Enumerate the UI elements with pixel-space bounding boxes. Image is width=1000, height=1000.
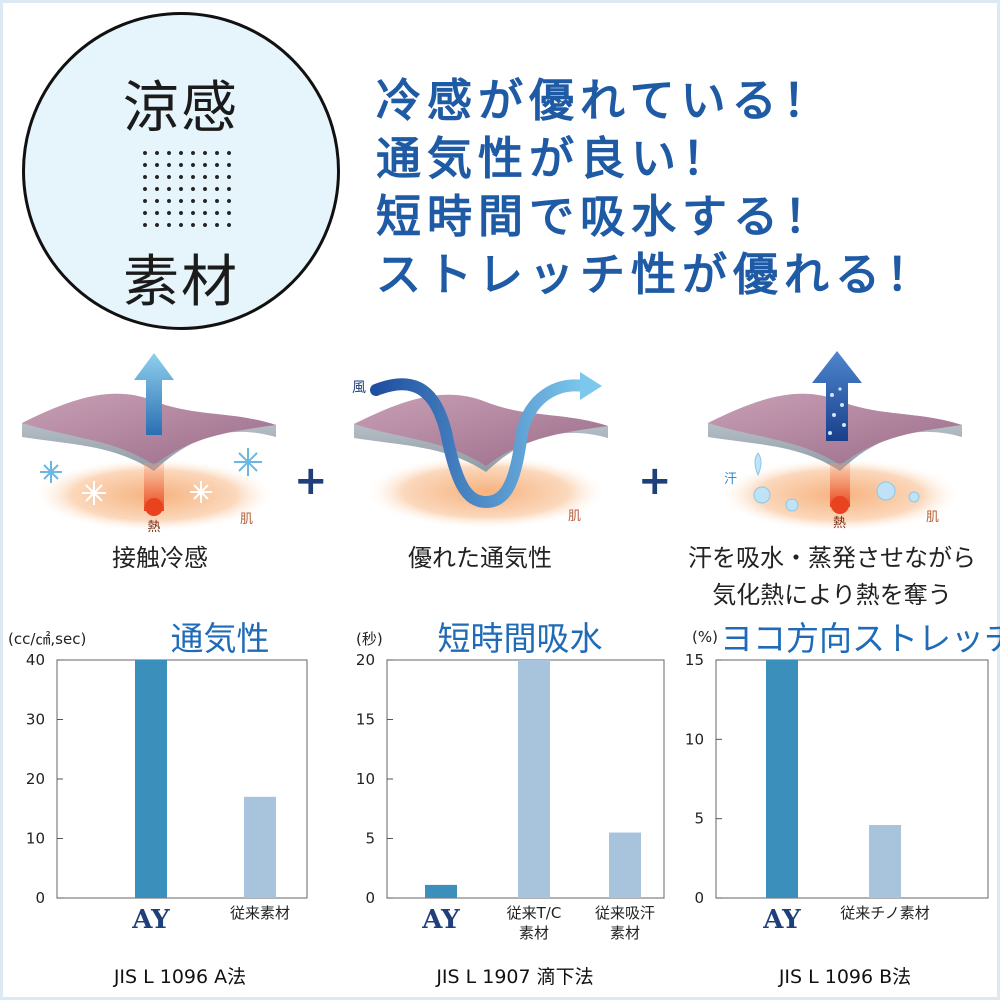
chart-2-title: 短時間吸水 [437,619,603,658]
badge-top-text: 涼感 [123,76,239,141]
y-tick-label: 15 [685,651,704,669]
badge-dot-pattern [139,147,235,235]
y-tick-label: 40 [26,651,45,669]
y-tick-label: 10 [356,770,375,788]
bar-1 [135,660,167,898]
chart-2-unit: (秒) [356,630,383,648]
plus-sign-2: + [638,458,672,504]
chart-2-method: JIS L 1907 滴下法 [436,966,594,988]
chart-1-unit: (cc/㎠,sec) [8,630,87,648]
wind-label: 風 [352,380,366,396]
skin-label: 肌 [926,510,939,525]
heat-label: 熱 [147,520,160,535]
bar-3 [609,832,641,898]
category-label: AY [131,905,170,935]
sweat-label: 汗 [724,472,737,487]
plot-frame [715,659,989,899]
bar-1 [766,660,798,898]
badge-bottom-text: 素材 [123,250,239,315]
y-tick-label: 10 [26,830,45,848]
y-tick-label: 5 [694,810,704,828]
plus-sign-1: + [294,458,328,504]
chart-3-unit: (%) [692,628,718,646]
chart-1-method: JIS L 1096 A法 [113,966,247,988]
chart-3-plot: 0 5 10 15 AY 従来チノ素材 [685,651,989,935]
headline-list: 冷感が優れている！ 通気性が良い！ 短時間で吸水する！ ストレッチ性が優れる！ [376,72,976,304]
chart-3-title: ヨコ方向ストレッチ [720,619,1000,658]
breathability-caption: 優れた通気性 [408,544,552,572]
headline-1: 冷感が優れている！ [376,74,834,127]
vapor-up-arrow-icon [812,351,862,441]
cool-up-arrow-icon [134,353,174,435]
wind-flow-arrow-icon [370,378,590,509]
category-label: 素材 [519,924,549,942]
y-tick-label: 30 [26,711,45,729]
headline-3: 短時間で吸水する！ [376,190,836,243]
y-tick-label: 0 [365,889,375,907]
sweat-caption-line1: 汗を吸水・蒸発させながら [688,544,976,572]
y-tick-label: 15 [356,711,375,729]
sweat-droplets-icon [753,452,920,512]
chart-1-title: 通気性 [170,619,270,658]
headline-2: 通気性が良い！ [376,132,734,185]
y-tick-label: 20 [356,651,375,669]
skin-label: 肌 [240,512,253,527]
breathability-illustration: 風 肌 [346,362,616,542]
category-label: 従来素材 [230,904,290,922]
y-tick-label: 0 [35,889,45,907]
sweat-absorption-illustration: 汗 熱 肌 [700,345,970,535]
snowflake-icon [40,448,262,483]
cool-material-badge: 涼感 素材 [22,12,340,330]
skin-label: 肌 [568,509,581,524]
sweat-caption-line2: 気化熱により熱を奪う [712,581,952,609]
contact-cooling-illustration: 熱 肌 [14,345,284,535]
category-label: 従来チノ素材 [840,904,930,922]
fabric-layer [354,394,608,466]
chart-1-plot: 0 10 20 30 40 AY 従来素材 [26,651,308,935]
category-label: 従来吸汗 [595,904,655,922]
y-tick-label: 20 [26,770,45,788]
bar-2 [869,825,901,898]
y-tick-label: 10 [685,730,704,748]
category-label: 従来T/C [507,904,562,922]
heat-label: 熱 [833,516,846,531]
bar-1 [425,884,457,898]
category-label: AY [421,905,460,935]
chart-3-method: JIS L 1096 B法 [778,966,912,988]
y-tick-label: 0 [694,889,704,907]
category-label: 素材 [610,924,640,942]
bar-2 [518,660,550,898]
headline-4: ストレッチ性が優れる！ [376,248,938,301]
contact-cooling-caption: 接触冷感 [112,544,208,572]
bar-2 [244,796,276,898]
y-tick-label: 5 [365,830,375,848]
heat-column [144,463,164,511]
snowflake-white-icon [82,481,212,505]
category-label: AY [762,905,801,935]
